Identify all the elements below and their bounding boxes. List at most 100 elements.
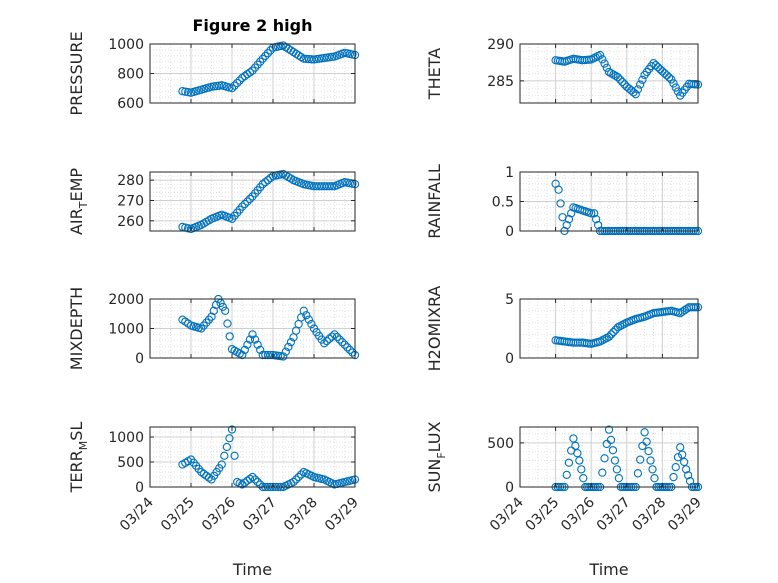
data-point: [644, 446, 653, 456]
data-point: [245, 68, 255, 77]
data-point: [330, 330, 339, 339]
data-point: [646, 456, 655, 465]
data-point: [607, 330, 616, 339]
data-point: [567, 209, 576, 218]
data-point: [222, 442, 232, 452]
y-tick-label: 0: [505, 480, 514, 496]
data-point: [230, 81, 239, 90]
data-point: [220, 451, 229, 460]
axes-box: [149, 171, 356, 232]
data-point: [217, 460, 226, 469]
data-point: [320, 339, 329, 348]
data-point: [636, 80, 645, 89]
data-point: [235, 76, 244, 85]
data-point: [569, 434, 578, 443]
data-point: [610, 456, 620, 465]
data-point: [676, 309, 685, 318]
data-point: [253, 477, 262, 487]
y-tick-label: 0: [505, 224, 514, 240]
series-markers: [551, 50, 703, 100]
data-point: [299, 306, 308, 315]
x-axis-label: Time: [588, 560, 628, 579]
y-tick-label: 500: [117, 455, 144, 471]
data-point: [261, 178, 270, 187]
data-point: [253, 340, 262, 349]
y-tick-label: 800: [117, 67, 144, 83]
data-point: [678, 307, 687, 316]
data-point: [332, 332, 342, 342]
data-point: [281, 347, 290, 356]
data-point: [304, 315, 314, 324]
data-point: [327, 182, 337, 191]
data-point: [593, 220, 603, 230]
y-axis-label: H2OMIXRA: [425, 286, 444, 372]
data-point: [181, 87, 190, 96]
data-point: [609, 327, 618, 337]
x-tick-label: 03/27: [594, 495, 634, 535]
y-axis-label: THETA: [425, 48, 444, 100]
series-markers: [178, 169, 360, 234]
series-markers: [178, 425, 360, 492]
x-tick-label: 03/24: [487, 494, 527, 534]
data-point: [664, 73, 674, 82]
y-axis-label: SUNFLUX: [425, 421, 448, 492]
plot-title: Figure 2 high: [193, 16, 313, 35]
y-tick-label: 280: [117, 173, 144, 189]
y-tick-label: 290: [487, 37, 514, 53]
data-point: [680, 457, 689, 467]
data-point: [629, 88, 638, 97]
data-point: [571, 441, 580, 450]
data-point: [669, 472, 678, 482]
data-point: [683, 471, 693, 480]
data-point: [338, 337, 347, 347]
data-point: [291, 475, 301, 484]
data-point: [681, 465, 691, 474]
data-point: [240, 345, 249, 355]
data-point: [556, 199, 565, 208]
data-point: [590, 209, 599, 218]
x-tick-label: 03/25: [523, 495, 563, 535]
y-tick-label: 285: [487, 74, 514, 90]
data-point: [286, 337, 296, 347]
data-point: [261, 51, 270, 61]
data-point: [307, 319, 316, 329]
y-tick-label: 0: [505, 351, 514, 367]
data-point: [327, 332, 337, 341]
y-tick-label: 0: [135, 351, 144, 367]
data-point: [613, 73, 623, 82]
y-tick-label: 260: [117, 214, 144, 230]
data-point: [248, 330, 257, 339]
data-point: [178, 87, 187, 96]
data-point: [564, 458, 574, 467]
data-point: [606, 435, 616, 445]
data-point: [325, 334, 334, 343]
data-point: [335, 335, 344, 344]
x-tick-label: 03/26: [199, 494, 239, 534]
data-point: [243, 197, 252, 206]
data-point: [238, 202, 247, 211]
series-markers: [178, 41, 360, 97]
y-tick-label: 1: [505, 165, 514, 181]
data-point: [238, 350, 247, 360]
subplot-2: 285 290 THETA: [425, 37, 703, 104]
data-point: [591, 215, 601, 224]
y-tick-label: 1000: [108, 322, 144, 338]
data-point: [263, 49, 273, 58]
y-tick-label: 600: [117, 96, 144, 112]
axes-box: [149, 426, 356, 488]
data-point: [612, 465, 622, 474]
data-point: [636, 455, 645, 464]
data-point: [232, 78, 242, 88]
data-point: [245, 194, 255, 204]
data-point: [562, 220, 571, 230]
x-axis-label: Time: [232, 560, 272, 579]
data-point: [225, 434, 234, 443]
data-point: [671, 462, 680, 472]
data-point: [575, 456, 584, 465]
data-point: [680, 306, 689, 315]
data-point: [614, 474, 624, 483]
data-point: [248, 472, 257, 482]
data-point: [638, 75, 647, 84]
